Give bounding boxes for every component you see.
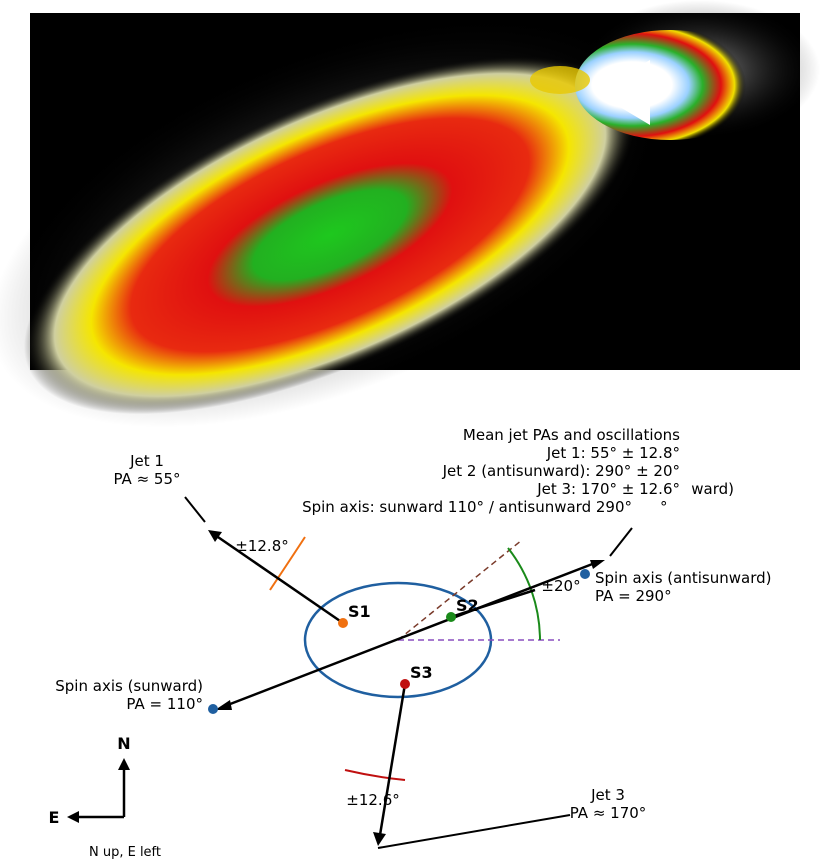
compass-east: E xyxy=(49,808,60,827)
source-label: S3 xyxy=(410,663,433,682)
jet3-name: Jet 3 xyxy=(590,786,625,804)
spin-anti-name: Spin axis (antisunward) xyxy=(595,569,771,587)
jet3-osc: ±12.6° xyxy=(346,791,399,809)
jet1-name: Jet 1 xyxy=(129,452,164,470)
diagram-shapes xyxy=(67,496,633,849)
summary-fragment: ward) xyxy=(691,480,734,498)
jet1-pa: PA ≈ 55° xyxy=(113,470,180,488)
summary-line: Spin axis: sunward 110° / antisunward 29… xyxy=(302,498,632,516)
points xyxy=(208,569,590,714)
summary-line: Jet 2 (antisunward): 290° ± 20° xyxy=(442,462,680,480)
summary-fragment: ° xyxy=(660,498,668,516)
jet3-pa: PA ≈ 170° xyxy=(570,804,647,822)
spin-sun-name: Spin axis (sunward) xyxy=(55,677,203,695)
summary-line: Jet 3: 170° ± 12.6° xyxy=(536,480,680,498)
spin-anti-pa: PA = 290° xyxy=(595,587,672,605)
jet1-osc: ±12.8° xyxy=(235,537,288,555)
source-label: S2 xyxy=(456,596,479,615)
compass-north: N xyxy=(117,734,130,753)
summary-line: Jet 1: 55° ± 12.8° xyxy=(546,444,680,462)
spin-sun-pa: PA = 110° xyxy=(126,695,203,713)
source-label: S1 xyxy=(348,602,371,621)
summary-title: Mean jet PAs and oscillations xyxy=(463,426,680,444)
labels: Mean jet PAs and oscillations Jet 1: 55°… xyxy=(49,426,772,860)
jet2-osc: ±20° xyxy=(541,577,580,595)
comet-image xyxy=(0,0,820,428)
compass-note: N up, E left xyxy=(89,845,161,859)
